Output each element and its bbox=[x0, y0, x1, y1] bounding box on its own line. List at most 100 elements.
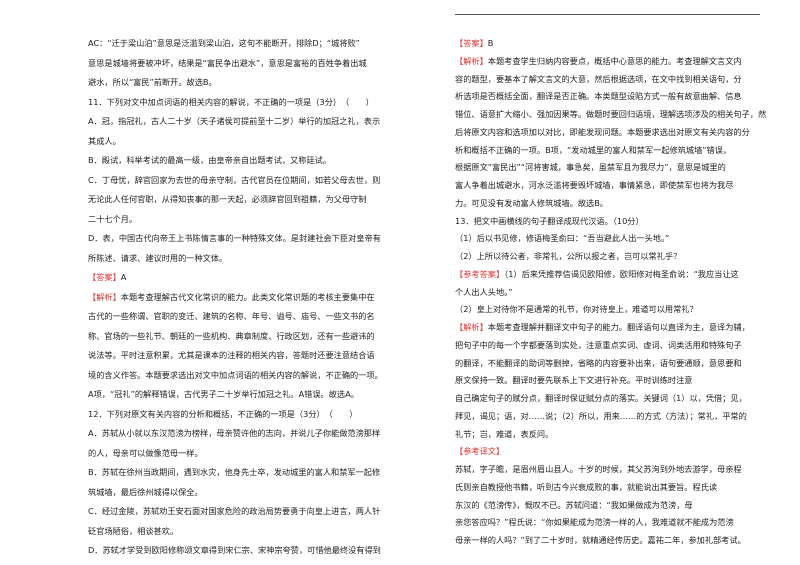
text-line: 11．下列对文中加点词语的相关内容的解说，不正确的一项是（3分） （ ） bbox=[88, 97, 374, 107]
line-text: 原文保持一致。翻译时要先联系上下文进行补充。平时训练时注意 bbox=[455, 375, 693, 386]
text-line: （1）后以书见修，修语梅圣俞曰：“吾当避此人出一头地。” bbox=[455, 233, 669, 243]
text-line: 的人，母亲可以做像范母一样。 bbox=[88, 448, 203, 458]
text-line: 力。可见没有发动富人修筑城墙。故选B。 bbox=[455, 198, 608, 208]
line-text: B．殿试，科举考试的最高一级，由皇帝亲自出题考试，又称廷试。 bbox=[88, 155, 332, 165]
text-line: 拜见，谒见；语，对……说；（2）所以，用来……的方式（方法）；常礼，平常的 bbox=[455, 411, 747, 421]
text-line: 【答案】A bbox=[88, 272, 126, 282]
line-text: （2）上所以待公者，非常礼，公所以报之者，岂可以常礼乎？ bbox=[455, 251, 682, 261]
text-line: 【参考译文】 bbox=[455, 446, 504, 456]
line-text: C．经过金陵，苏轼劝王安石面对国家危险的政治局势要勇于向皇上进言，两人针 bbox=[88, 506, 381, 516]
section-tag: 【答案】 bbox=[88, 272, 121, 282]
line-text: 母亲一样的人吗？”到了二十岁时，就精通经传历史。嘉祐二年，参加礼部考试。 bbox=[455, 535, 746, 545]
text-line: 其成人。 bbox=[88, 136, 121, 146]
text-line: B．殿试，科举考试的最高一级，由皇帝亲自出题考试，又称廷试。 bbox=[88, 155, 331, 165]
text-line: 【解析】本题考查学生归纳内容要点，概括中心意思的能力。考查理解文言文内 bbox=[455, 56, 742, 66]
line-text: 力。可见没有发动富人修筑城墙。故选B。 bbox=[455, 197, 608, 208]
text-line: 说法等。平时注意积累，尤其是课本的注释的相关内容，答题时还要注意结合语 bbox=[88, 350, 375, 360]
text-line: 东汉的《范滂传》，慨叹不已。苏轼问道：“我如果做成为范滂，母 bbox=[455, 500, 693, 510]
text-line: 把句子中的每一个字都要落到实处，注意重点实词、虚词、词类活用和特殊句子 bbox=[455, 340, 742, 350]
line-text: C．丁母忧，辞官回家为去世的母亲守制，古代官员在位期间，如若父母去世，则 bbox=[88, 174, 381, 185]
line-text: 礼节；岂，难道，表反问。 bbox=[455, 428, 554, 439]
text-line: 析选项是否概括全面，翻译是否正确。本类题型设陷方式一般有故意曲解、信息 bbox=[455, 91, 742, 101]
line-text: A bbox=[120, 272, 127, 282]
text-line: D．苏轼才学受到欧阳修称颂文章得到宋仁宗、宋神宗夸赞，可惜他最终没有得到 bbox=[88, 545, 381, 555]
line-text: 容的题型，要基本了解文言文的大意，然后根据选项，在文中找到相关语句，分 bbox=[455, 73, 742, 84]
text-line: 容的题型，要基本了解文言文的大意，然后根据选项，在文中找到相关语句，分 bbox=[455, 74, 742, 84]
line-text: 所陈述、请求、建议时用的一种文体。 bbox=[88, 252, 228, 263]
text-line: A．冠，指冠礼，古人二十岁（天子诸侯可提前至十二岁）举行的加冠之礼，表示 bbox=[88, 116, 380, 126]
line-text: 析和概括不正确的一项。B项，“发动城里的富人和禁军一起修筑城墙”错误， bbox=[455, 144, 732, 155]
line-text: 自己确定句子的赋分点，翻译时保证赋分点的落实。关键词（1）以，凭借；见， bbox=[455, 393, 747, 403]
line-text: 富人争着出城避水，河水泛滥将要毁坏城墙，事情紧急，即使禁军也将为我尽 bbox=[455, 180, 734, 190]
text-line: 无论此人任何官职，从得知丧事的那一天起，必须辞官回到祖籍，为父母守制 bbox=[88, 194, 366, 204]
text-line: 境的含义作答。本题要求选出对文中加点词语的相关内容的解说，不正确的一项。 bbox=[88, 370, 383, 380]
text-line: AC：“迁于梁山泊”意思是泛滥到梁山泊，这句不能断开，排除D；“城将败” bbox=[88, 38, 360, 48]
line-text: 本题考查学生归纳内容要点，概括中心意思的能力。考查理解文言文内 bbox=[487, 55, 742, 66]
line-text: 无论此人任何官职，从得知丧事的那一天起，必须辞官回到祖籍，为父母守制 bbox=[88, 194, 367, 204]
line-text: 古代的一些称谓、官职的变迁、建筑的名称、年号、谥号、庙号、一些文书的名 bbox=[88, 311, 375, 321]
line-text: 的翻译，不能翻译的助词等删掉，省略的内容要补出来，语句要通顺，意思要和 bbox=[455, 357, 742, 368]
text-line: 苏轼，字子瞻，是眉州眉山县人。十岁的时候，其父苏洵到外地去游学，母亲程 bbox=[455, 464, 742, 474]
text-line: 析和概括不正确的一项。B项，“发动城里的富人和禁军一起修筑城墙”错误， bbox=[455, 145, 731, 155]
text-line: 根据原文“富民出”“河将害城，事急矣，虽禁军且为我尽力”，意思是城里的 bbox=[455, 162, 726, 172]
section-tag: 【解析】 bbox=[88, 291, 121, 302]
line-text: 说法等。平时注意积累，尤其是课本的注释的相关内容，答题时还要注意结合语 bbox=[88, 350, 375, 360]
line-text: A．苏轼从小就以东汉范滂为榜样，母亲赞许他的志向，并说儿子你能做范滂那样 bbox=[88, 428, 381, 438]
text-line: 筑城墙，最后徐州城得以保全。 bbox=[88, 487, 203, 497]
line-text: 12．下列对原文有关内容的分析和概括，不正确的一项是（3分） （ ） bbox=[88, 408, 358, 419]
line-text: 境的含义作答。本题要求选出对文中加点词语的相关内容的解说，不正确的一项。 bbox=[88, 369, 383, 380]
text-line: 原文保持一致。翻译时要先联系上下文进行补充。平时训练时注意 bbox=[455, 375, 692, 385]
line-text: （1）后以书见修，修语梅圣俞曰：“吾当避此人出一头地。” bbox=[455, 233, 670, 244]
line-text: 亲您答应吗？”程氏说：“你如果能成为范滂一样的人，我难道就不能成为范滂 bbox=[455, 517, 734, 528]
line-text: AC：“迁于梁山泊”意思是泛滥到梁山泊，这句不能断开，排除D；“城将败” bbox=[88, 38, 360, 48]
text-line: D．表，中国古代向帝王上书陈情言事的一种特殊文体。是封建社会下臣对皇帝有 bbox=[88, 233, 381, 243]
text-line: 二十七个月。 bbox=[88, 214, 137, 224]
line-text: 后将原文内容和选项加以对比，即能发现问题。本题要求选出对原文有关内容的分 bbox=[455, 126, 750, 137]
section-tag: 【答案】 bbox=[455, 38, 488, 48]
section-tag: 【解析】 bbox=[455, 55, 488, 66]
line-text: 本题考查理解古代文化常识的能力。此类文化常识题的考核主要集中在 bbox=[120, 291, 375, 302]
line-text: 砭官场陋俗，相谈甚欢。 bbox=[88, 525, 179, 536]
header-rule bbox=[455, 14, 760, 15]
line-text: （1）后来凭推荐信谒见欧阳修，欧阳修对梅圣俞说：“我应当让这 bbox=[504, 268, 739, 279]
section-tag: 【解析】 bbox=[455, 322, 488, 332]
text-line: B．苏轼在徐州当政期间，遇到水灾，他身先士卒，发动城里的富人和禁军一起修 bbox=[88, 467, 380, 477]
text-line: （2）上所以待公者，非常礼，公所以报之者，岂可以常礼乎？ bbox=[455, 251, 681, 261]
line-text: （2）皇上对待你不是通常的礼节，你对待皇上，难道可以用常礼？ bbox=[455, 304, 698, 315]
section-tag: 【参考答案】 bbox=[455, 268, 505, 279]
text-line: 氏则亲自教授他书籍，听到古今兴衰成败的事，就能说出其要旨。程氏读 bbox=[455, 482, 717, 492]
line-text: 析选项是否概括全面，翻译是否正确。本类题型设陷方式一般有故意曲解、信息 bbox=[455, 91, 742, 102]
line-text: 其成人。 bbox=[88, 135, 121, 146]
line-text: B．苏轼在徐州当政期间，遇到水灾，他身先士卒，发动城里的富人和禁军一起修 bbox=[88, 467, 381, 477]
text-line: （2）皇上对待你不是通常的礼节，你对待皇上，难道可以用常礼？ bbox=[455, 304, 698, 314]
text-line: 【答案】B bbox=[455, 38, 493, 48]
text-line: 【解析】本题考查理解并翻译文中句子的能力。翻译语句以直译为主，意译为辅， bbox=[455, 322, 750, 332]
text-line: 礼节；岂，难道，表反问。 bbox=[455, 429, 553, 439]
text-line: 亲您答应吗？”程氏说：“你如果能成为范滂一样的人，我难道就不能成为范滂 bbox=[455, 517, 734, 527]
line-text: 拜见，谒见；语，对……说；（2）所以，用来……的方式（方法）；常礼，平常的 bbox=[455, 410, 747, 421]
section-tag: 【参考译文】 bbox=[455, 446, 505, 457]
line-text: 错位、语意扩大缩小、强加因果等。做题时要回归语境，理解选项涉及的相关句子，然 bbox=[455, 109, 767, 119]
line-text: 的人，母亲可以做像范母一样。 bbox=[88, 447, 203, 458]
text-line: 避水，所以“富民”前断开。故选B。 bbox=[88, 77, 217, 87]
line-text: 个人出人头地。” bbox=[455, 286, 513, 297]
line-text: 苏轼，字子瞻，是眉州眉山县人。十岁的时候，其父苏洵到外地去游学，母亲程 bbox=[455, 464, 742, 474]
line-text: 氏则亲自教授他书籍，听到古今兴衰成败的事，就能说出其要旨。程氏读 bbox=[455, 481, 718, 492]
line-text: D．表，中国古代向帝王上书陈情言事的一种特殊文体。是封建社会下臣对皇帝有 bbox=[88, 233, 381, 243]
text-line: 后将原文内容和选项加以对比，即能发现问题。本题要求选出对原文有关内容的分 bbox=[455, 127, 750, 137]
text-line: 砭官场陋俗，相谈甚欢。 bbox=[88, 526, 178, 536]
line-text: 东汉的《范滂传》，慨叹不已。苏轼问道：“我如果做成为范滂，母 bbox=[455, 499, 693, 510]
text-line: 的翻译，不能翻译的助词等删掉，省略的内容要补出来，语句要通顺，意思要和 bbox=[455, 358, 742, 368]
line-text: 意思是城墙将要被冲坏，结果是“富民争出避水”，意思是富裕的百姓争着出城 bbox=[88, 57, 367, 68]
text-line: 古代的一些称谓、官职的变迁、建筑的名称、年号、谥号、庙号、一些文书的名 bbox=[88, 311, 375, 321]
text-line: C．经过金陵，苏轼劝王安石面对国家危险的政治局势要勇于向皇上进言，两人针 bbox=[88, 506, 380, 516]
text-line: 13．把文中画横线的句子翻译成现代汉语。（10分） bbox=[455, 216, 644, 226]
text-line: 自己确定句子的赋分点，翻译时保证赋分点的落实。关键词（1）以，凭借；见， bbox=[455, 393, 747, 403]
line-text: 称、官场的一些礼节、朝廷的一些机构、典章制度、行政区划，还有一些避讳的 bbox=[88, 330, 375, 341]
line-text: 本题考查理解并翻译文中句子的能力。翻译语句以直译为主，意译为辅， bbox=[487, 322, 750, 332]
line-text: 避水，所以“富民”前断开。故选B。 bbox=[88, 77, 217, 87]
text-line: 富人争着出城避水，河水泛滥将要毁坏城墙，事情紧急，即使禁军也将为我尽 bbox=[455, 180, 733, 190]
line-text: 把句子中的每一个字都要落到实处，注意重点实词、虚词、词类活用和特殊句子 bbox=[455, 339, 742, 350]
text-line: 所陈述、请求、建议时用的一种文体。 bbox=[88, 253, 227, 263]
